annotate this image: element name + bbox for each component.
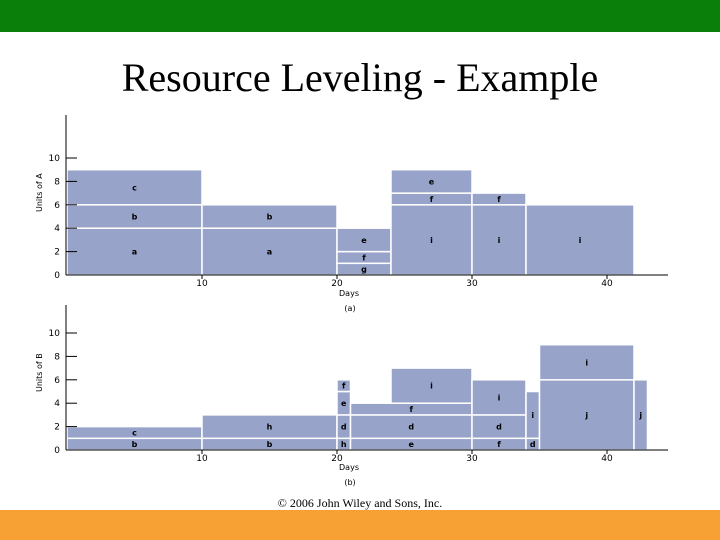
activity-label: j (638, 411, 642, 420)
chart-a-caption: (a) (344, 304, 355, 313)
activity-label: i (579, 236, 582, 245)
activity-label: i (585, 358, 588, 367)
y-tick-label: 4 (54, 399, 60, 409)
activity-block (390, 204, 473, 276)
activity-label: d (496, 423, 502, 432)
chart-b-caption: (b) (344, 478, 355, 487)
y-tick-label: 6 (54, 376, 60, 386)
activity-block (471, 204, 527, 276)
activity-label: i (430, 382, 433, 391)
x-tick-label: 20 (331, 454, 343, 464)
y-tick-label: 0 (54, 446, 60, 456)
activity-label: b (267, 440, 273, 449)
activity-label: a (132, 248, 137, 257)
activity-label: d (408, 423, 414, 432)
y-tick-label: 6 (54, 201, 60, 211)
x-tick-label: 10 (196, 279, 208, 289)
activity-label: i (430, 236, 433, 245)
activity-block (390, 168, 473, 194)
y-tick-label: 10 (49, 329, 61, 339)
chart-b-xlabel: Days (339, 463, 359, 472)
activity-label: i (531, 411, 534, 420)
top-accent-bar (0, 0, 720, 32)
activity-label: b (267, 213, 273, 222)
activity-block (525, 204, 635, 276)
chart-a-ylabel: Units of A (35, 173, 44, 212)
activity-label: i (498, 236, 501, 245)
activity-label: j (584, 411, 588, 420)
x-tick-label: 40 (601, 279, 613, 289)
blocks (66, 168, 635, 276)
activity-label: g (361, 265, 367, 274)
activity-label: f (410, 405, 414, 414)
y-tick-label: 8 (54, 177, 60, 187)
y-tick-label: 10 (49, 154, 61, 164)
x-tick-label: 30 (466, 279, 478, 289)
activity-label: b (132, 213, 138, 222)
x-tick-label: 30 (466, 454, 478, 464)
y-tick-label: 0 (54, 271, 60, 281)
activity-label: f (342, 382, 346, 391)
activity-block (66, 168, 203, 206)
activity-label: f (430, 195, 434, 204)
activity-label: c (132, 183, 137, 192)
x-tick-label: 40 (601, 454, 613, 464)
activity-label: d (530, 440, 536, 449)
activity-block (538, 343, 635, 381)
x-tick-label: 10 (196, 454, 208, 464)
activity-block (66, 227, 203, 276)
activity-label: e (409, 440, 415, 449)
activity-label: b (132, 440, 138, 449)
activity-label: i (498, 393, 501, 402)
copyright-text: © 2006 John Wiley and Sons, Inc. (277, 496, 443, 510)
activity-label: f (497, 195, 501, 204)
activity-label: e (429, 177, 435, 186)
chart-b-ylabel: Units of B (35, 353, 44, 392)
activity-label: e (341, 399, 347, 408)
x-tick-label: 20 (331, 279, 343, 289)
slide-title: Resource Leveling - Example (121, 55, 599, 100)
activity-label: c (132, 428, 137, 437)
y-tick-label: 4 (54, 224, 60, 234)
y-tick-label: 8 (54, 352, 60, 362)
activity-label: f (362, 253, 366, 262)
activity-label: h (267, 423, 273, 432)
activity-block (471, 192, 527, 206)
bottom-accent-bar (0, 510, 720, 540)
chart-a-xlabel: Days (339, 289, 359, 298)
y-tick-label: 2 (54, 423, 60, 433)
activity-block (201, 227, 338, 276)
activity-block (336, 379, 352, 393)
y-tick-label: 2 (54, 248, 60, 258)
activity-block (201, 204, 338, 229)
activity-label: d (341, 423, 347, 432)
activity-label: e (361, 236, 367, 245)
activity-label: f (497, 440, 501, 449)
activity-label: h (341, 440, 347, 449)
blocks (66, 343, 649, 451)
activity-label: a (267, 248, 272, 257)
